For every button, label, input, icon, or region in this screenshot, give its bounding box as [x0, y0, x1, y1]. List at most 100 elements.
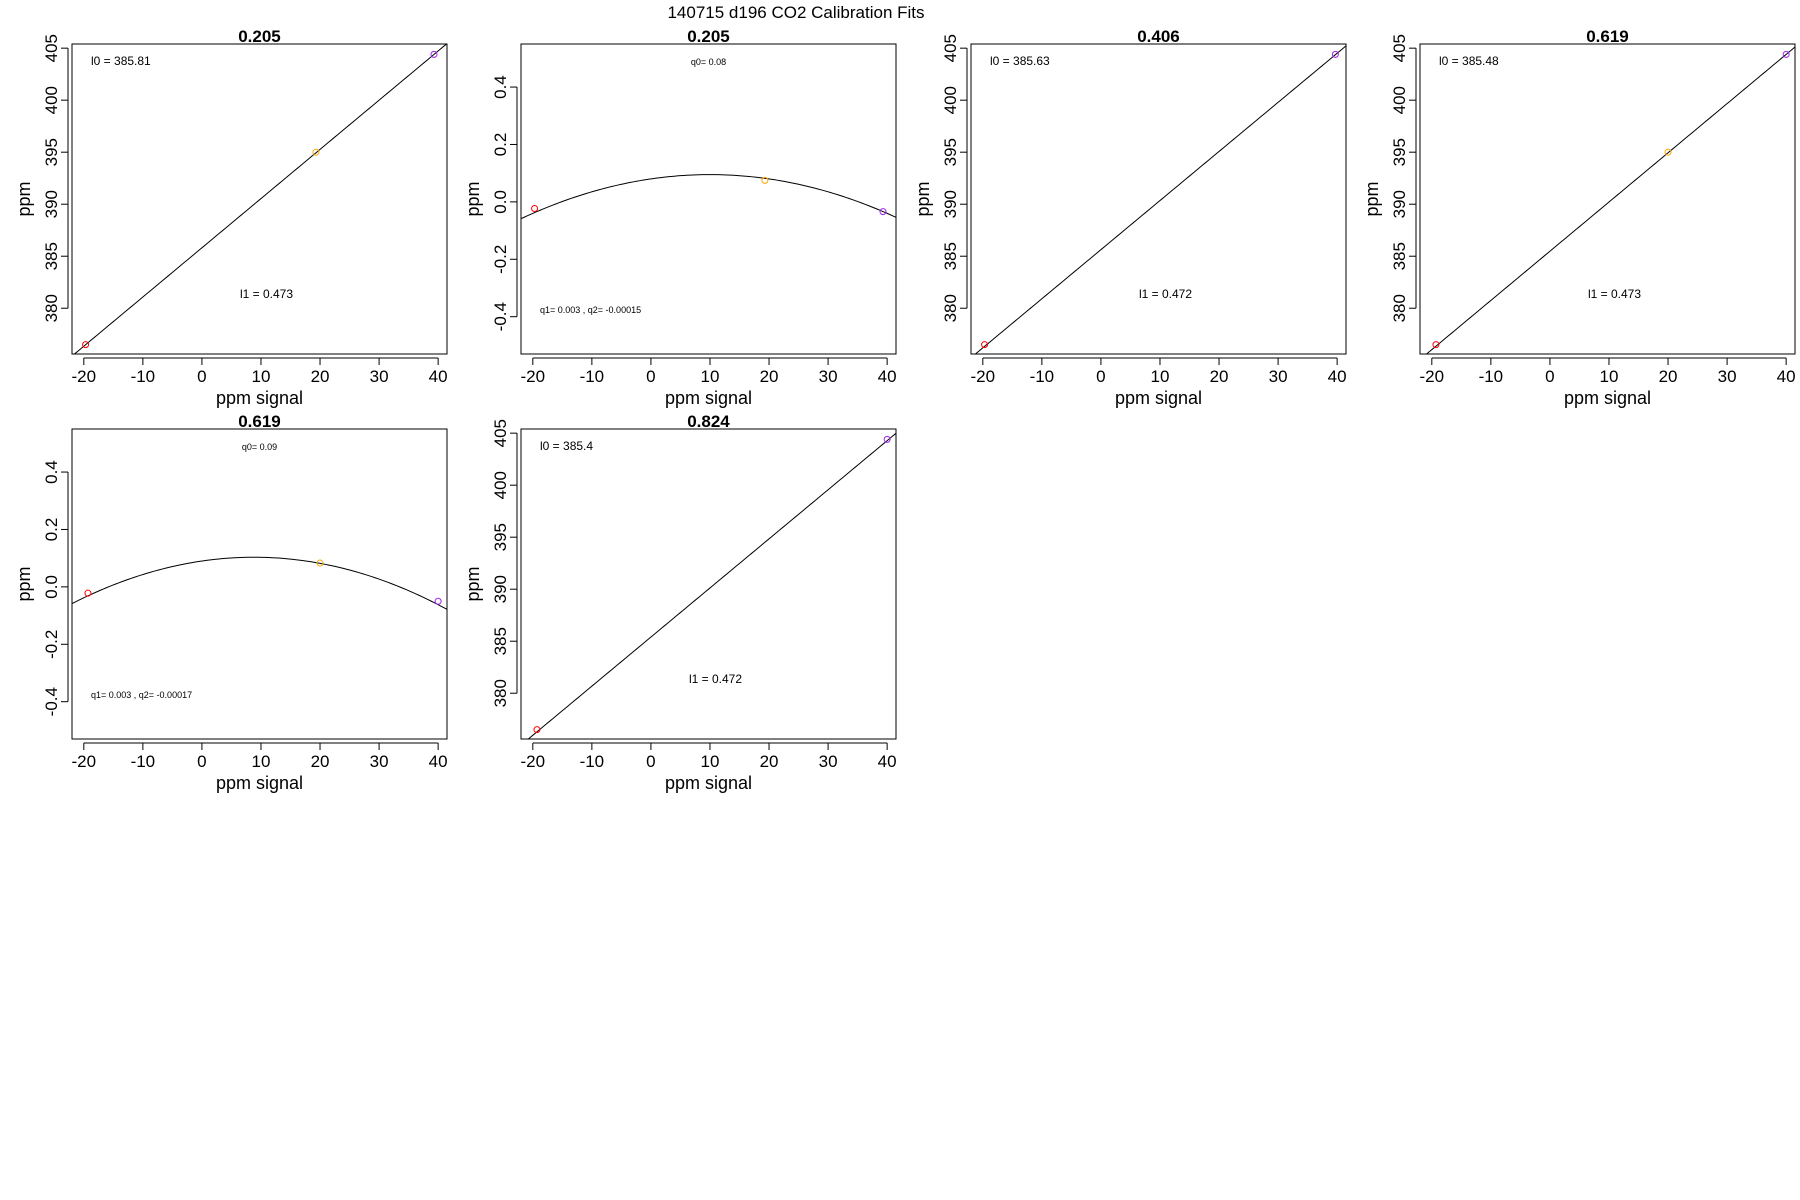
x-tick-label: 40 — [1777, 367, 1796, 386]
y-axis-label: ppm — [14, 181, 34, 216]
data-point — [1331, 50, 1339, 58]
x-tick-label: 10 — [1151, 367, 1170, 386]
y-axis-label: ppm — [14, 566, 34, 601]
fit-annotation: l1 = 0.473 — [1588, 287, 1641, 301]
x-tick-label: 30 — [1718, 367, 1737, 386]
y-tick-label: 395 — [491, 523, 510, 551]
x-tick-label: 10 — [252, 367, 271, 386]
chart-panel-4: 0.619 -20 -10 0 10 20 30 40 380 385 390 395 400 405 pp… — [1362, 27, 1796, 408]
x-tick-label: -20 — [521, 752, 546, 771]
x-tick-label: 40 — [878, 367, 897, 386]
data-point — [981, 341, 989, 349]
x-tick-label: 0 — [646, 752, 655, 771]
panel-title: 0.619 — [238, 412, 281, 431]
x-tick-label: -10 — [131, 367, 156, 386]
y-tick-label: 380 — [941, 294, 960, 322]
y-tick-label: 390 — [941, 190, 960, 218]
x-tick-label: -20 — [971, 367, 996, 386]
chart-panel-5: 0.619 -20 -10 0 10 20 30 40 -0.4 -0.2 0.0 0.2 0.4 ppm… — [14, 412, 448, 793]
x-tick-label: -20 — [72, 367, 97, 386]
chart-panel-2: 0.205 -20 -10 0 10 20 30 40 -0.4 -0.2 0.0 0.2 0.4 ppm… — [463, 27, 897, 408]
fit-line — [521, 174, 896, 220]
y-tick-label: 385 — [1390, 242, 1409, 270]
y-axis-label: ppm — [463, 566, 483, 601]
x-axis-label: ppm signal — [1115, 388, 1202, 408]
x-tick-label: 10 — [701, 367, 720, 386]
fit-annotation: l1 = 0.473 — [240, 287, 293, 301]
y-tick-label: 380 — [42, 294, 61, 322]
y-tick-label: 385 — [491, 627, 510, 655]
y-axis-label: ppm — [1362, 181, 1382, 216]
plot-frame — [71, 43, 448, 355]
panel-title: 0.406 — [1137, 27, 1180, 46]
x-tick-label: 30 — [370, 752, 389, 771]
y-tick-label: 405 — [491, 419, 510, 447]
y-tick-label: 395 — [941, 138, 960, 166]
data-point — [1664, 148, 1672, 156]
x-tick-label: 20 — [1210, 367, 1229, 386]
x-axis-label: ppm signal — [216, 773, 303, 793]
chart-panel-3: 0.406 -20 -10 0 10 20 30 40 380 385 390 395 400 405 pp… — [913, 27, 1347, 408]
x-axis-label: ppm signal — [665, 388, 752, 408]
chart-panel-6: 0.824 -20 -10 0 10 20 30 40 380 385 390 395 400 405 pp… — [463, 412, 897, 793]
x-tick-label: -20 — [1420, 367, 1445, 386]
x-tick-label: -10 — [1479, 367, 1504, 386]
fit-line — [527, 432, 896, 739]
plot-frame — [970, 43, 1347, 355]
x-tick-label: -10 — [1030, 367, 1055, 386]
x-axis-label: ppm signal — [665, 773, 752, 793]
x-tick-label: -20 — [72, 752, 97, 771]
y-tick-label: 380 — [491, 679, 510, 707]
fit-annotation: q1= 0.003 , q2= -0.00017 — [91, 690, 192, 700]
x-tick-label: 20 — [760, 367, 779, 386]
x-tick-label: 10 — [701, 752, 720, 771]
x-tick-label: -20 — [521, 367, 546, 386]
y-tick-label: -0.2 — [42, 630, 61, 659]
x-tick-label: 0 — [1545, 367, 1554, 386]
fit-annotation: l0 = 385.63 — [990, 54, 1050, 68]
data-point — [434, 597, 442, 605]
y-tick-label: 0.0 — [42, 575, 61, 599]
data-point — [531, 204, 539, 212]
x-tick-label: 30 — [370, 367, 389, 386]
y-tick-label: 395 — [1390, 138, 1409, 166]
y-tick-label: 400 — [941, 86, 960, 114]
x-tick-label: 10 — [252, 752, 271, 771]
plot-frame — [520, 428, 897, 740]
x-tick-label: 0 — [197, 367, 206, 386]
x-tick-label: 40 — [878, 752, 897, 771]
fit-line — [974, 45, 1346, 354]
data-point — [430, 50, 438, 58]
plot-frame — [520, 43, 897, 355]
fit-annotation: q0= 0.09 — [242, 442, 277, 452]
panels-container: 0.205-20 -10 0 10 20 30 40380385390395400405pp… — [14, 27, 1796, 793]
fit-line — [73, 44, 447, 354]
y-tick-label: 0.2 — [42, 518, 61, 542]
y-tick-label: -0.4 — [491, 302, 510, 331]
y-tick-label: -0.2 — [491, 245, 510, 274]
chart-panel-1: 0.205 -20 -10 0 10 20 30 40 380 385 390 395 400 405 pp… — [14, 27, 448, 408]
y-tick-label: 390 — [1390, 190, 1409, 218]
data-point — [879, 208, 887, 216]
fit-annotation: q1= 0.003 , q2= -0.00015 — [540, 305, 641, 315]
fit-annotation: l0 = 385.81 — [91, 54, 151, 68]
data-point — [761, 176, 769, 184]
x-tick-label: 30 — [819, 367, 838, 386]
plot-frame — [1419, 43, 1796, 355]
panel-title: 0.205 — [238, 27, 281, 46]
data-point — [316, 559, 324, 567]
data-point — [533, 726, 541, 734]
x-tick-label: 0 — [1096, 367, 1105, 386]
x-tick-label: 20 — [311, 752, 330, 771]
plot-frame — [71, 428, 448, 740]
data-point — [312, 148, 320, 156]
data-point — [82, 341, 90, 349]
x-tick-label: 20 — [1659, 367, 1678, 386]
x-tick-label: -10 — [580, 367, 605, 386]
y-tick-label: 380 — [1390, 294, 1409, 322]
y-tick-label: 405 — [42, 34, 61, 62]
y-tick-label: 0.4 — [491, 75, 510, 99]
fit-annotation: l0 = 385.48 — [1439, 54, 1499, 68]
panel-title: 0.205 — [687, 27, 730, 46]
